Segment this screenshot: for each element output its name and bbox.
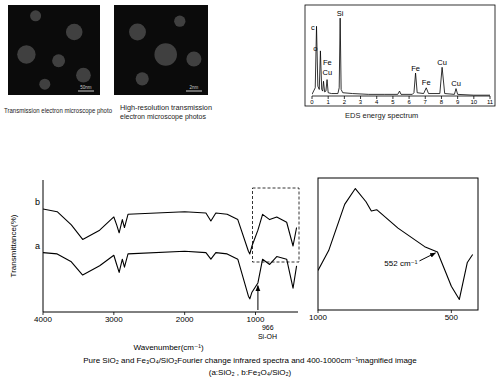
particle [66, 24, 83, 41]
photo-background [8, 5, 100, 95]
particle [136, 72, 149, 85]
particle [30, 10, 41, 21]
photo-caption: Transmission electron microscope photo [4, 107, 112, 115]
chart: 1000 500 552 cm⁻¹ [309, 178, 478, 322]
x-tick-label: 7 [424, 99, 428, 105]
scale-label: 50nm [80, 85, 92, 90]
element-label: Cu [451, 79, 461, 88]
x-tick-label: 2 [343, 99, 347, 105]
x-tick-label: 2000 [176, 315, 194, 324]
particle [52, 54, 65, 67]
scale-bar [186, 91, 202, 92]
x-tick-label: 9 [456, 99, 460, 105]
particle [76, 68, 91, 83]
scale-bar [78, 91, 94, 92]
spectrum-line [312, 18, 490, 95]
particle [154, 43, 177, 66]
panel-frame [305, 5, 495, 106]
x-tick-label: 4000 [34, 315, 52, 324]
x-tick-label: 1000 [247, 315, 265, 324]
chart: 01234567891011coFeCuSiFeFeCuCuEDS energy… [305, 5, 495, 120]
figure-caption: Pure SiO₂ and Fe₃O₄/SiO₂Fourier change i… [83, 356, 417, 365]
photo-caption: electron microscope photos [120, 113, 206, 121]
plot-frame [318, 178, 478, 310]
spectrum-line [318, 189, 473, 300]
annotation-arrow [419, 253, 435, 261]
data-group [312, 18, 490, 95]
y-axis-label: Transmittance(%) [9, 214, 18, 277]
series-label: b [35, 197, 40, 207]
figure: 50nm Transmission electron microscope pho… [0, 0, 500, 379]
element-label: Fe [422, 78, 431, 87]
particle [39, 79, 50, 90]
particle [186, 51, 201, 66]
x-tick-label: 4 [375, 99, 379, 105]
tem-photo: 2nm [114, 5, 208, 95]
annotation-text: 966 [262, 324, 274, 331]
x-tick-label: 3000 [105, 315, 123, 324]
x-tick-label: 5 [391, 99, 395, 105]
annotation-text: 552 cm⁻¹ [384, 259, 417, 268]
x-tick-label: 3 [359, 99, 363, 105]
tem-photo: 50nm [8, 5, 100, 95]
x-tick-label: 1 [327, 99, 331, 105]
x-tick-label: 0 [310, 99, 314, 105]
scale-label: 2nm [190, 85, 199, 90]
chart: 4000 3000 2000 1000 a b 966 Si-OH Wavenumber(cm⁻… [9, 180, 299, 352]
photo-background [114, 5, 208, 95]
element-label: o [313, 44, 317, 53]
element-label: Si [337, 9, 344, 18]
x-tick-label: 8 [440, 99, 444, 105]
x-tick-label: 6 [407, 99, 411, 105]
panel-caption: EDS energy spectrum [345, 111, 418, 120]
spectrum-line [43, 251, 297, 299]
series-label: a [35, 241, 40, 251]
particle [129, 24, 146, 41]
x-axis [43, 312, 298, 313]
figure-caption: (a:SiO₂ , b:Fe₃O₄/SiO₂) [209, 368, 292, 377]
data-group [318, 189, 473, 300]
x-tick-label: 1000 [309, 313, 327, 322]
data-group [43, 209, 297, 299]
y-axis [43, 180, 44, 312]
photo-caption: High-resolution transmission [120, 104, 212, 112]
x-tick-label: 10 [470, 99, 477, 105]
particle [17, 45, 35, 63]
x-axis-label: Wavenumber(cm⁻¹) [133, 343, 203, 352]
annotation-text: Si-OH [258, 333, 277, 340]
element-label: Fe [323, 58, 332, 67]
element-label: Cu [323, 68, 333, 77]
element-label: Cu [437, 58, 447, 67]
x-tick-label: 11 [487, 99, 494, 105]
particle [174, 16, 185, 27]
spectrum-line [43, 209, 297, 254]
x-tick-label: 500 [445, 313, 459, 322]
element-label: c [311, 23, 315, 32]
x-axis [312, 96, 490, 97]
annotation-arrow [257, 286, 258, 310]
element-label: Fe [411, 64, 420, 73]
